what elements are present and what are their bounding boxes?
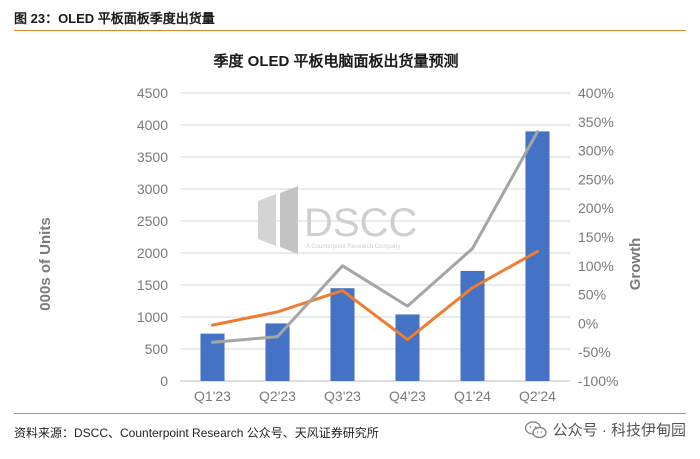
bar <box>395 314 420 381</box>
gridlines <box>180 92 570 382</box>
x-axis-ticks: Q1'23 Q2'23 Q3'23 Q4'23 Q1'24 Q2'24 <box>194 388 556 404</box>
y2-tick-label: -50% <box>578 344 611 360</box>
y2-axis-title: Growth <box>627 238 644 291</box>
y2-tick-label: 100% <box>578 258 614 274</box>
line-series-2 <box>211 130 539 344</box>
y2-tick-label: 350% <box>578 114 614 130</box>
y-tick-label: 1500 <box>137 277 168 293</box>
dscc-logo: DSCC A Counterpoint Research Company <box>258 186 417 254</box>
right-axis-ticks: 400% 350% 300% 250% 200% 150% 100% 50% 0% -50% -10… <box>578 85 618 389</box>
y2-tick-label: 400% <box>578 85 614 101</box>
y2-tick-label: 200% <box>578 200 614 216</box>
logo-subtext: A Counterpoint Research Company <box>306 244 400 250</box>
y-tick-label: 4000 <box>137 117 168 133</box>
logo-text: DSCC <box>304 201 417 245</box>
chart: 季度 OLED 平板电脑面板出货量预测 DSCC A Counterpoint … <box>37 52 644 404</box>
footer-rule <box>14 413 686 414</box>
y2-tick-label: 150% <box>578 229 614 245</box>
wechat-icon <box>524 420 547 438</box>
y2-tick-label: 0% <box>578 315 598 331</box>
y-tick-label: 0 <box>160 373 168 389</box>
y-tick-label: 2000 <box>137 245 168 261</box>
logo-mark-right <box>280 186 298 254</box>
x-tick-label: Q3'23 <box>324 388 361 404</box>
x-tick-label: Q2'24 <box>519 388 556 404</box>
bar <box>265 323 290 381</box>
line-series <box>211 130 539 344</box>
source-note: 资料来源：DSCC、Counterpoint Research 公众号、天风证券… <box>14 426 379 440</box>
x-tick-label: Q2'23 <box>259 388 296 404</box>
figure-header: 图 23：OLED 平板面板季度出货量 <box>14 11 215 26</box>
chart-title: 季度 OLED 平板电脑面板出货量预测 <box>213 52 458 70</box>
y-tick-label: 500 <box>145 341 169 357</box>
header-rule <box>14 30 686 31</box>
y-tick-label: 4500 <box>137 85 168 101</box>
y2-tick-label: 250% <box>578 171 614 187</box>
y-tick-label: 3000 <box>137 181 168 197</box>
y-axis-title: 000s of Units <box>37 217 54 310</box>
y-tick-label: 3500 <box>137 149 168 165</box>
bar-series <box>200 131 550 381</box>
x-tick-label: Q1'24 <box>454 388 491 404</box>
x-tick-label: Q1'23 <box>194 388 231 404</box>
line-series-1 <box>211 249 539 342</box>
y2-tick-label: -100% <box>578 373 618 389</box>
watermark-label: 公众号 · 科技伊甸园 <box>552 422 686 439</box>
x-tick-label: Q4'23 <box>389 388 426 404</box>
y2-tick-label: 300% <box>578 143 614 159</box>
logo-mark-left <box>258 194 276 246</box>
left-axis-ticks: 4500 4000 3500 3000 2500 2000 1500 1000 500 0 <box>137 85 168 389</box>
bar <box>330 288 355 381</box>
y-tick-label: 1000 <box>137 309 168 325</box>
y-tick-label: 2500 <box>137 213 168 229</box>
wechat-watermark: 公众号 · 科技伊甸园 <box>524 419 686 440</box>
y2-tick-label: 50% <box>578 287 606 303</box>
